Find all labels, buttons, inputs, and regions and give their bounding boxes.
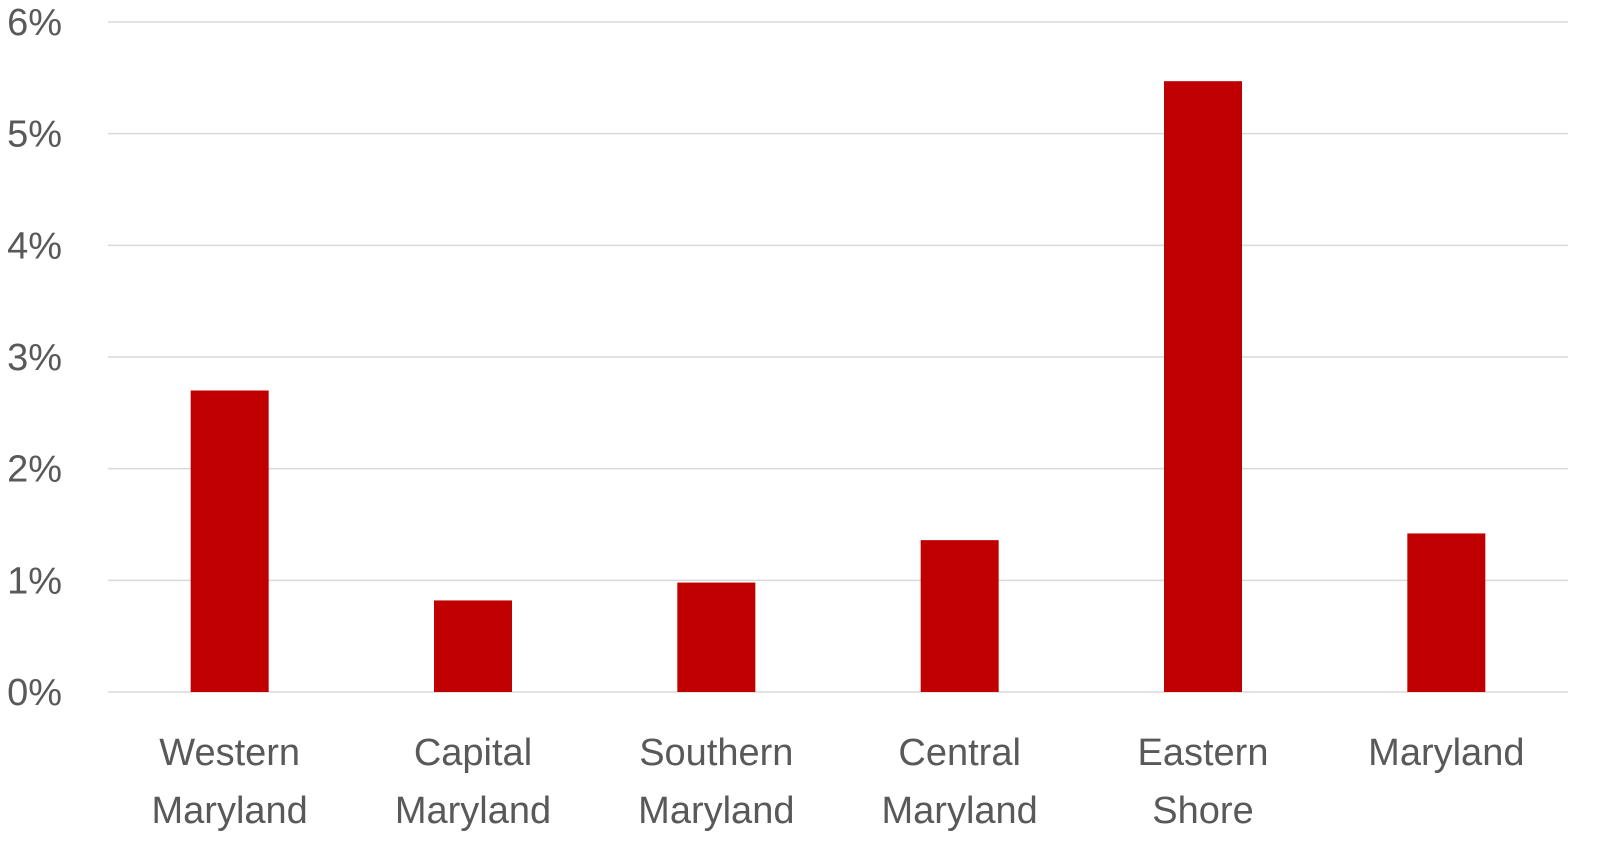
- gridlines: [108, 21, 1568, 693]
- y-tick-label: 3%: [7, 337, 62, 379]
- x-tick-label: Maryland: [1368, 732, 1524, 774]
- y-axis-tick-labels: 0% 1% 2% 3% 4% 5% 6%: [7, 2, 62, 714]
- x-tick-label: Western Maryland: [152, 732, 308, 832]
- x-tick-label: Southern Maryland: [638, 732, 794, 832]
- bar: [434, 600, 512, 692]
- x-tick-label: Eastern Shore: [1138, 732, 1269, 832]
- bar: [920, 540, 999, 692]
- bar: [190, 390, 269, 692]
- y-tick-label: 2%: [7, 449, 62, 491]
- bar: [1164, 81, 1242, 692]
- y-tick-label: 6%: [7, 2, 62, 44]
- y-tick-label: 1%: [7, 560, 62, 602]
- bar: [677, 582, 756, 692]
- x-axis-category-labels: Western Maryland Capital Maryland Southern Ma…: [152, 732, 1525, 832]
- bars: [190, 81, 1486, 692]
- y-tick-label: 5%: [7, 114, 62, 156]
- x-tick-label: Capital Maryland: [395, 732, 551, 832]
- bar: [1407, 533, 1486, 692]
- x-tick-label: Central Maryland: [882, 732, 1038, 832]
- y-tick-label: 0%: [7, 672, 62, 714]
- y-tick-label: 4%: [7, 225, 62, 267]
